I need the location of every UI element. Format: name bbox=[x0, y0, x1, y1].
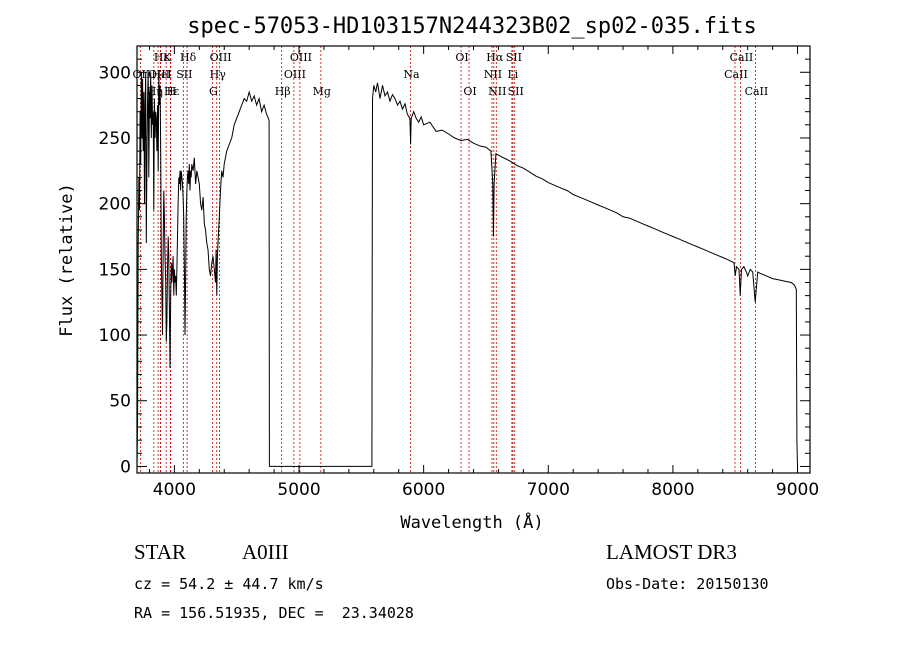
spectral-line-label: H bbox=[167, 85, 177, 98]
spectral-line-label: Hε bbox=[164, 85, 180, 98]
spectral-line-label: OI bbox=[455, 51, 468, 64]
x-tick-label: 5000 bbox=[277, 480, 320, 500]
x-tick-label: 6000 bbox=[402, 480, 445, 500]
spectral-line-label: Hα bbox=[486, 51, 504, 64]
spectral-line-label: SII bbox=[508, 85, 524, 98]
spectral-line-label: HeI bbox=[151, 68, 171, 81]
object-subclass: A0III bbox=[242, 540, 289, 564]
x-tick-label: 9000 bbox=[776, 480, 819, 500]
spectral-line-label: SII bbox=[176, 68, 192, 81]
spectral-line-label: NII bbox=[488, 85, 506, 98]
spectral-line-label: OIII bbox=[284, 68, 306, 81]
spectral-line-label: K bbox=[163, 51, 172, 64]
spectral-line-label: Hγ bbox=[210, 68, 227, 81]
y-tick-label: 300 bbox=[99, 63, 131, 83]
object-class: STAR bbox=[134, 540, 186, 564]
flux-series bbox=[136, 72, 798, 467]
spectral-line-label: CaII bbox=[745, 85, 769, 98]
y-tick-label: 0 bbox=[120, 457, 131, 477]
y-tick-label: 100 bbox=[99, 326, 131, 346]
x-tick-label: 8000 bbox=[651, 480, 694, 500]
chart-title: spec-57053-HD103157N244323B02_sp02-035.f… bbox=[187, 14, 757, 39]
spectral-line-label: Mg bbox=[313, 85, 331, 98]
x-tick-label: 7000 bbox=[527, 480, 570, 500]
survey-name: LAMOST DR3 bbox=[606, 540, 737, 564]
y-axis: 0 50 100 150 200 250 300 bbox=[99, 58, 810, 477]
y-tick-label: 250 bbox=[99, 129, 131, 149]
spectral-line-label: G bbox=[209, 85, 218, 98]
coordinates-text: RA = 156.51935, DEC = 23.34028 bbox=[134, 604, 414, 622]
spectral-line-label: OIII bbox=[290, 51, 312, 64]
y-tick-label: 150 bbox=[99, 260, 131, 280]
spectral-line-label: Na bbox=[403, 68, 420, 81]
obs-date-text: Obs-Date: 20150130 bbox=[606, 575, 769, 593]
x-tick-label: 4000 bbox=[153, 480, 196, 500]
y-tick-label: 200 bbox=[99, 195, 131, 215]
x-axis: 4000 5000 6000 7000 8000 9000 bbox=[148, 46, 819, 500]
spectral-line-label: NII bbox=[484, 68, 502, 81]
y-axis-label: Flux (relative) bbox=[57, 183, 77, 337]
spectral-line-label: CaII bbox=[724, 68, 748, 81]
spectral-line-label: Hδ bbox=[180, 51, 197, 64]
spectral-line-label: Hβ bbox=[275, 85, 291, 98]
x-axis-label: Wavelength (Å) bbox=[400, 511, 543, 533]
spectral-line-label: Hε bbox=[154, 51, 170, 64]
redshift-text: cz = 54.2 ± 44.7 km/s bbox=[134, 575, 324, 593]
plot-frame bbox=[136, 45, 811, 474]
y-tick-label: 50 bbox=[109, 392, 131, 412]
spectral-line-label: SII bbox=[506, 51, 522, 64]
spectral-line-label: OI bbox=[463, 85, 476, 98]
spectral-line-label: CaII bbox=[730, 51, 754, 64]
spectral-line-label: Li bbox=[507, 68, 518, 81]
flux-line bbox=[136, 72, 798, 467]
spectral-line-label: OIII bbox=[210, 51, 232, 64]
